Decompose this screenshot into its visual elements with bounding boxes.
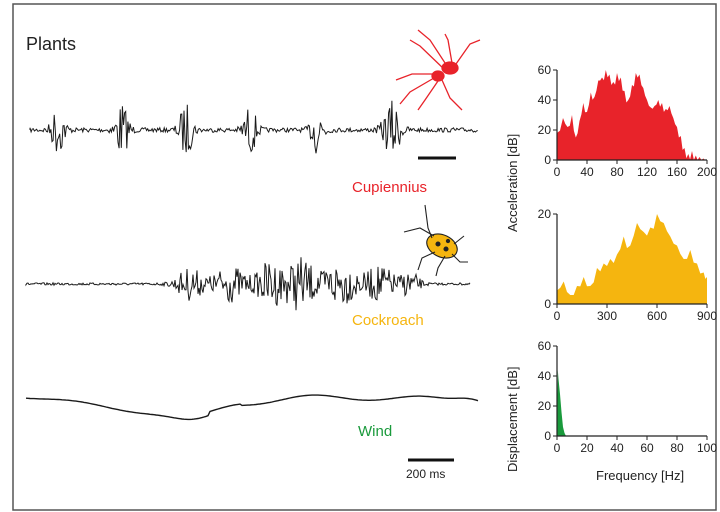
cockroach-vibration-trace [25,257,471,311]
x-tick-label: 80 [610,165,624,179]
x-tick-label: 40 [580,165,594,179]
x-tick-label: 200 [697,165,717,179]
time-scale-bar-label: 200 ms [406,467,445,481]
label-cupiennius: Cupiennius [352,179,427,196]
spectrum-cupiennius: 0 20 40 60 0 40 80 120 160 200 [538,63,718,179]
x-tick-label: 80 [670,441,684,455]
x-tick-label: 160 [667,165,687,179]
x-tick-label: 0 [554,309,561,323]
spectrum-wind: 0 20 40 60 0 20 40 60 80 100 [538,339,718,455]
panel-title: Plants [26,34,76,54]
y-tick-label: 60 [538,63,552,77]
x-tick-label: 100 [697,441,717,455]
cockroach-icon [403,204,468,277]
y-tick-label: 20 [538,207,552,221]
y-tick-label: 60 [538,339,552,353]
x-tick-label: 20 [580,441,594,455]
x-tick-label: 120 [637,165,657,179]
x-tick-label: 600 [647,309,667,323]
label-wind: Wind [358,423,392,440]
xlabel-frequency: Frequency [Hz] [596,468,684,483]
spectrum-area-wind [557,370,566,436]
y-tick-label: 20 [538,399,552,413]
y-tick-label: 0 [544,297,551,311]
y-tick-label: 0 [544,429,551,443]
cupiennius-vibration-trace [29,100,478,154]
x-tick-label: 300 [597,309,617,323]
spectrum-cockroach: 0 20 0 300 600 900 [538,207,718,323]
spectrum-area-cockroach [557,214,707,304]
wind-vibration-trace [25,394,479,421]
x-tick-label: 900 [697,309,717,323]
ylabel-acceleration: Acceleration [dB] [505,134,520,232]
label-cockroach: Cockroach [352,312,424,329]
x-tick-label: 0 [554,165,561,179]
ylabel-displacement: Displacement [dB] [505,367,520,473]
y-tick-label: 40 [538,93,552,107]
spider-icon [395,29,481,111]
x-tick-label: 0 [554,441,561,455]
y-tick-label: 0 [544,153,551,167]
spectrum-area-cupiennius [557,70,707,160]
y-tick-label: 20 [538,123,552,137]
y-tick-label: 40 [538,369,552,383]
x-tick-label: 60 [640,441,654,455]
x-tick-label: 40 [610,441,624,455]
